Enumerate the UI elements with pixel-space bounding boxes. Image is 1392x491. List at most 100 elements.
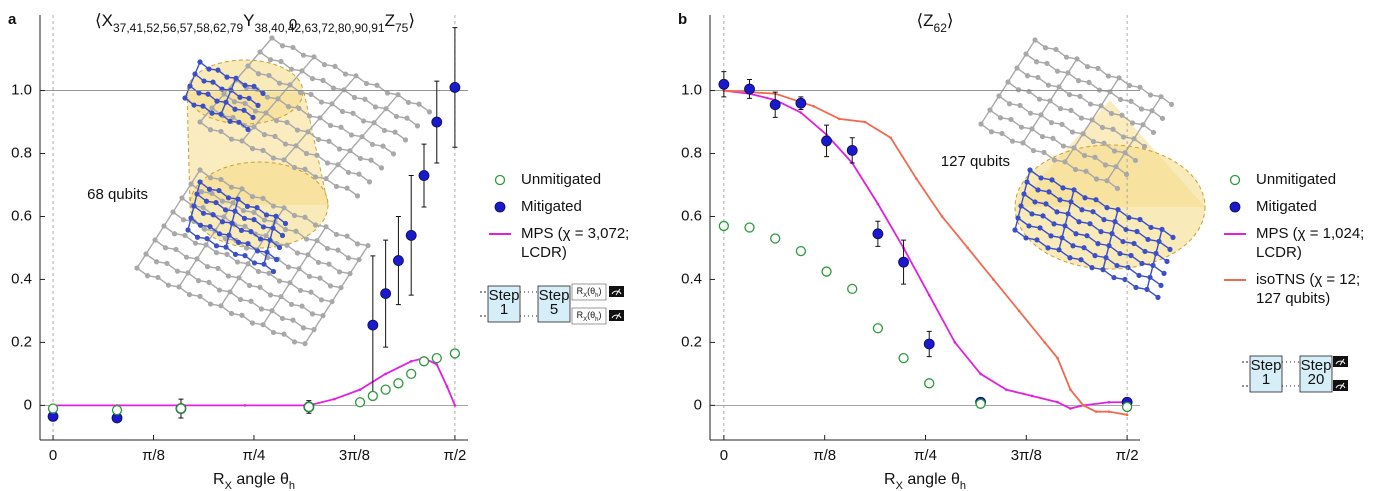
unmitigated-point — [367, 390, 378, 402]
line-point — [1004, 388, 1008, 391]
coupler — [253, 112, 267, 128]
y-tick-label: 1.0 — [11, 82, 32, 99]
x-label-part: R — [213, 471, 225, 488]
coupler — [1016, 53, 1027, 69]
y-tick-label: 0.6 — [11, 207, 32, 224]
coupler — [187, 258, 198, 274]
coupler — [295, 131, 309, 147]
unmitigated-point — [175, 403, 187, 414]
coupler — [325, 164, 339, 180]
line-point — [358, 388, 362, 391]
title-part: ⟨X — [95, 11, 113, 30]
coupler-row — [989, 109, 1127, 175]
line-point — [863, 120, 867, 124]
coupler — [289, 268, 300, 284]
title-part: 75 — [395, 21, 409, 35]
unmitigated-point — [821, 266, 832, 277]
coupler-row — [136, 267, 306, 345]
coupler — [229, 277, 240, 293]
coupler — [304, 329, 315, 344]
annotation: 0 — [289, 16, 297, 33]
legend-marker — [1229, 174, 1241, 186]
series-line — [723, 89, 1128, 410]
legend-marker — [494, 201, 506, 213]
coupler — [196, 244, 207, 260]
unmitigated-point — [418, 356, 430, 367]
coupler — [1031, 114, 1042, 130]
coupler — [349, 136, 363, 152]
line-point — [927, 293, 931, 297]
coupler — [283, 145, 297, 161]
line-point — [889, 136, 893, 140]
legend-dot — [494, 201, 506, 213]
coupler — [301, 56, 315, 72]
x-tick-label: π/2 — [443, 447, 466, 464]
cone-bottom — [189, 161, 329, 249]
mitigated-point — [872, 228, 884, 240]
legend-item: Mitigated — [487, 197, 646, 216]
y-tick-label: 0.2 — [681, 333, 702, 350]
step-label: Step — [539, 287, 570, 304]
coupler-row — [199, 61, 264, 94]
coupler — [181, 183, 192, 199]
line-point — [333, 397, 336, 401]
legend-label: Mitigated — [521, 198, 582, 215]
y-tick-label: 0.6 — [681, 207, 702, 224]
line-point — [966, 246, 970, 250]
coupler-row — [181, 197, 351, 275]
mitigated-point — [405, 229, 417, 241]
line-point — [435, 363, 439, 366]
legend-item: MPS (χ = 3,072; LCDR) — [487, 224, 646, 262]
title-part: ⟩ — [408, 11, 415, 30]
coupler — [136, 253, 147, 269]
mitigated-point — [393, 255, 404, 266]
x-label-part: h — [289, 480, 295, 491]
y-tick-label: 0.8 — [11, 144, 32, 161]
line-point — [453, 404, 457, 407]
coupler — [989, 95, 1000, 111]
unmitigated-point — [449, 348, 461, 359]
y-tick-label: 0.4 — [11, 270, 32, 287]
legend-marker — [494, 174, 506, 186]
coupler — [1067, 58, 1078, 74]
step-box — [537, 285, 571, 323]
line-point — [812, 104, 816, 108]
line-point — [1056, 356, 1059, 360]
x-tick-label: 0 — [49, 447, 57, 464]
x-tick-label: 3π/8 — [339, 447, 370, 464]
step-box — [487, 285, 521, 323]
coupler — [1022, 128, 1033, 144]
mitigated-point — [898, 256, 909, 268]
y-tick-label: 1.0 — [681, 82, 702, 99]
coupler — [247, 51, 261, 67]
coupler — [316, 226, 327, 242]
unmitigated-point — [393, 378, 404, 389]
unmitigated-point — [111, 404, 123, 416]
unmitigated-point — [406, 368, 417, 380]
unmitigated-point — [354, 397, 366, 408]
y-tick-label: 0 — [24, 396, 32, 413]
coupler — [163, 211, 174, 227]
legend-item: Unmitigated — [487, 170, 646, 189]
coupler — [340, 273, 351, 288]
coupler — [1049, 86, 1060, 102]
line-point — [799, 111, 803, 114]
cone-edge — [303, 91, 329, 206]
coupler — [1007, 67, 1018, 83]
legend-label: MPS (χ = 3,072; LCDR) — [521, 225, 630, 261]
coupler-row — [1023, 193, 1168, 262]
coupler-row — [259, 51, 418, 127]
gate-box — [571, 283, 607, 301]
coupler — [274, 207, 285, 223]
coupler-row — [163, 225, 333, 303]
line-point — [384, 372, 387, 376]
title-part: 62 — [934, 21, 948, 35]
legend-item: MPS (χ = 1,024; LCDR) — [1222, 224, 1381, 262]
x-tick-label: π/2 — [1116, 447, 1139, 464]
meter-arc — [611, 288, 622, 296]
x-label-part: R — [884, 471, 896, 488]
x-label-part: h — [960, 480, 966, 491]
mitigated-point — [795, 97, 807, 109]
coupler-row — [1014, 229, 1159, 298]
